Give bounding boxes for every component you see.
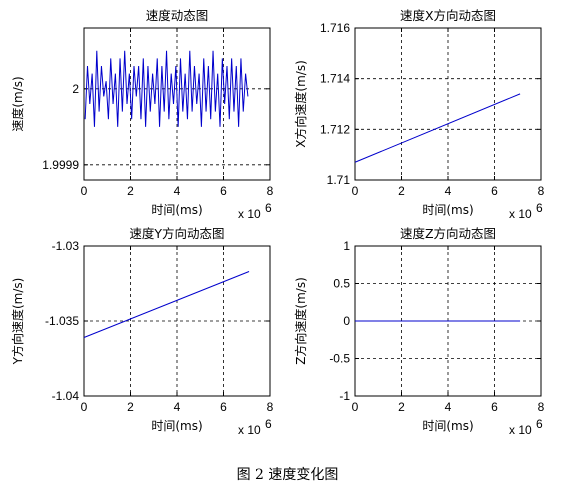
y-tick-label: -1.035 [45,314,79,328]
x-tick-label: 6 [491,400,498,414]
x-tick-label: 6 [491,184,498,198]
x-multiplier-exponent: 6 [265,201,272,215]
y-axis-label: Y方向速度(m/s) [10,278,25,366]
x-tick-label: 2 [398,400,405,414]
y-tick-label: 1.71 [327,173,351,187]
x-multiplier-label: x 10 [509,207,532,221]
chart-title: 速度动态图 [146,8,209,23]
x-tick-label: 4 [445,400,452,414]
x-axis-label: 时间(ms) [151,203,202,217]
chart-title: 速度X方向动态图 [400,8,496,23]
x-multiplier-exponent: 6 [536,417,543,431]
x-tick-label: 6 [220,400,227,414]
x-tick-label: 2 [127,400,134,414]
x-axis-label: 时间(ms) [151,419,202,433]
y-tick-label: 1.716 [320,21,350,35]
x-tick-label: 8 [538,184,545,198]
x-tick-label: 4 [174,400,181,414]
x-tick-label: 6 [220,184,227,198]
y-axis-label: 速度(m/s) [10,76,25,131]
x-axis-label: 时间(ms) [422,419,473,433]
chart-title: 速度Z方向动态图 [400,226,496,241]
data-series-line [84,50,249,127]
y-tick-label: 1.712 [320,122,350,136]
x-tick-label: 4 [445,184,452,198]
y-tick-label: 1.714 [320,72,350,86]
y-tick-label: -1.03 [52,239,80,253]
y-tick-label: -0.5 [329,352,350,366]
data-series-line [354,93,521,163]
y-tick-label: -1 [339,389,350,403]
data-series-line [83,271,250,338]
y-axis-label: X方向速度(m/s) [293,60,308,148]
x-axis-label: 时间(ms) [422,203,473,217]
x-tick-label: 8 [267,400,274,414]
chart-title: 速度Y方向动态图 [129,226,224,241]
x-tick-label: 2 [127,184,134,198]
y-tick-label: 2 [72,82,79,96]
y-tick-label: -1.04 [52,389,80,403]
x-tick-label: 0 [352,400,359,414]
x-tick-label: 8 [267,184,274,198]
y-tick-label: 1.9999 [42,158,79,172]
y-axis-label: Z方向速度(m/s) [293,277,308,365]
x-tick-label: 2 [398,184,405,198]
x-multiplier-label: x 10 [509,423,532,437]
x-tick-label: 0 [352,184,359,198]
x-multiplier-label: x 10 [238,207,261,221]
x-tick-label: 0 [81,400,88,414]
y-tick-label: 1 [343,239,350,253]
x-tick-label: 4 [174,184,181,198]
x-tick-label: 0 [81,184,88,198]
y-tick-label: 0.5 [333,277,350,291]
x-multiplier-exponent: 6 [265,417,272,431]
x-multiplier-label: x 10 [238,423,261,437]
x-tick-label: 8 [538,400,545,414]
y-tick-label: 0 [343,314,350,328]
figure-caption: 图 2 速度变化图 [236,467,339,483]
plot-area [354,27,542,181]
x-multiplier-exponent: 6 [536,201,543,215]
